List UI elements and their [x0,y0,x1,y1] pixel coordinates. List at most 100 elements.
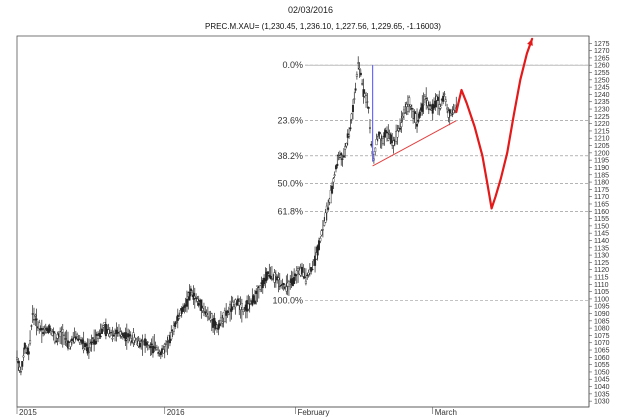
candle-body [447,110,450,118]
candle-body [404,112,407,114]
y-tick-label: 1165 [594,201,609,208]
candle-body [34,314,37,317]
candle-body [32,319,35,321]
candle-body [361,83,364,85]
candle-body [384,130,387,133]
candle-body [375,139,378,146]
candle-body [238,301,241,306]
candle-body [48,325,51,332]
y-tick-label: 1245 [594,85,610,92]
candle-body [350,113,353,120]
candle-body [168,335,171,344]
candle-body [221,321,224,324]
candle-body [396,130,399,138]
candle-body [408,97,411,105]
candle-body [22,355,25,358]
y-tick-label: 1135 [594,245,609,252]
candle-body [182,307,185,312]
candle-body [140,340,143,342]
candle-body [319,238,322,242]
candle-body [111,338,114,340]
candle-body [175,321,178,323]
fib-label: 100.0% [272,295,303,305]
y-tick-label: 1250 [594,77,610,84]
candle-body [303,276,306,279]
y-tick-label: 1175 [594,187,609,194]
candle-body [76,334,79,337]
candle-body [217,325,220,330]
candle-body [422,104,425,106]
candle-body [452,109,455,114]
candle-body [414,113,417,123]
y-tick-label: 1095 [594,304,610,311]
candle-body [359,72,362,76]
y-tick-label: 1265 [594,55,610,62]
y-tick-label: 1120 [594,267,609,274]
y-tick-label: 1105 [594,289,609,296]
candle-body [23,342,26,350]
candle-body [383,132,386,138]
candle-body [165,342,168,345]
candle-body [277,277,280,281]
y-tick-label: 1035 [594,391,610,398]
candle-body [121,332,124,337]
candle-body [344,146,347,150]
y-tick-label: 1085 [594,318,610,325]
candle-body [342,155,345,158]
candle-body [51,331,54,336]
candle-body [205,313,208,315]
candle-body [69,341,72,347]
projection-path [455,37,534,210]
candle-body [368,127,371,129]
candle-body [416,123,419,127]
candle-body [426,100,429,106]
candle-body [16,357,19,360]
candle-body [341,158,344,160]
candle-body [108,333,111,337]
candle-body [448,109,451,114]
candle-body [434,100,437,108]
candle-body [311,268,314,270]
candle-body [44,332,47,334]
candle-body [259,285,262,290]
candle-body [204,311,207,314]
candle-body [27,351,30,355]
x-tick-label: 2015 [19,408,37,417]
y-tick-label: 1235 [594,99,610,106]
candle-body [399,127,402,130]
candle-body [451,113,454,116]
candle-body [315,252,318,260]
candle-body [436,96,439,101]
price-axis: 1030103510401045105010551060106510701075… [589,41,610,406]
y-tick-label: 1180 [594,180,609,187]
candle-body [172,325,175,332]
candle-body [40,328,43,331]
candle-body [30,325,33,327]
candle-body [56,334,59,339]
candle-body [99,335,102,338]
candle-body [268,275,271,277]
candle-body [269,275,272,279]
candle-body [55,340,58,343]
candle-body [227,312,230,315]
y-tick-label: 1200 [594,150,610,157]
candle-body [138,342,141,348]
fib-label: 0.0% [282,60,303,70]
candle-body [427,108,430,110]
candle-body [134,338,137,340]
chart-date: 02/03/2016 [288,5,333,15]
candle-body [128,334,131,337]
candle-body [196,298,199,302]
candle-body [378,131,381,136]
candle-body [255,290,258,295]
candle-body [183,305,186,308]
candle-body [103,322,106,325]
candle-body [162,349,165,354]
candle-body [73,337,76,343]
candle-body [327,207,330,210]
fib-label: 38.2% [277,151,303,161]
candle-body [336,163,339,166]
y-tick-label: 1075 [594,333,610,340]
candle-body [265,271,268,281]
